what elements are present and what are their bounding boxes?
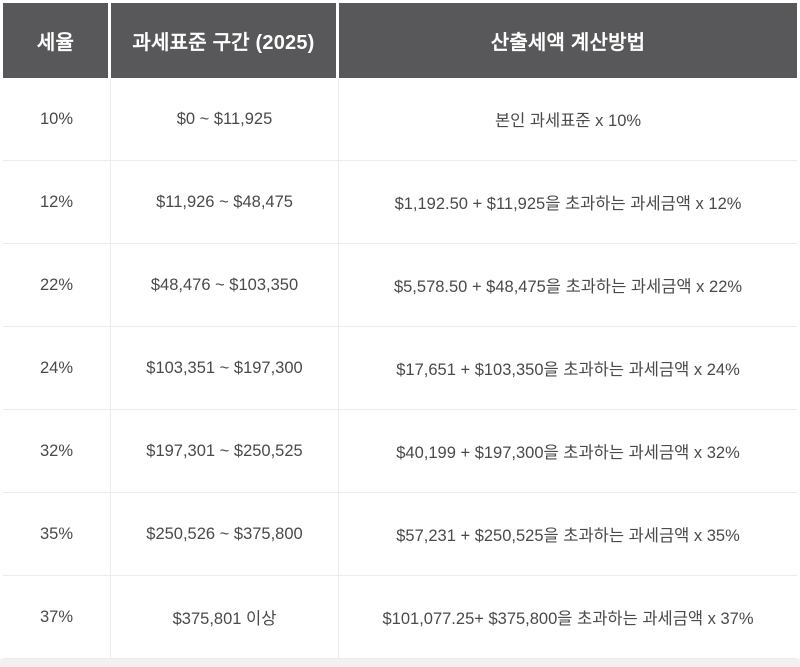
cell-rate: 37% xyxy=(3,576,111,659)
column-header-method: 산출세액 계산방법 xyxy=(339,3,797,78)
cell-rate: 22% xyxy=(3,244,111,327)
cell-rate: 10% xyxy=(3,78,111,161)
table-row: 22% $48,476 ~ $103,350 $5,578.50 + $48,475… xyxy=(3,244,797,327)
table-row: 24% $103,351 ~ $197,300 $17,651 + $103,350… xyxy=(3,327,797,410)
cell-bracket: $197,301 ~ $250,525 xyxy=(111,410,339,493)
table-row: 12% $11,926 ~ $48,475 $1,192.50 + $11,925을… xyxy=(3,161,797,244)
cell-method: $1,192.50 + $11,925을 초과하는 과세금액 x 12% xyxy=(339,161,797,244)
column-header-rate: 세율 xyxy=(3,3,111,78)
cell-bracket: $11,926 ~ $48,475 xyxy=(111,161,339,244)
cell-method: $40,199 + $197,300을 초과하는 과세금액 x 32% xyxy=(339,410,797,493)
table-row: 37% $375,801 이상 $101,077.25+ $375,800을 초과하… xyxy=(3,576,797,659)
cell-bracket: $48,476 ~ $103,350 xyxy=(111,244,339,327)
table-row: 32% $197,301 ~ $250,525 $40,199 + $197,300… xyxy=(3,410,797,493)
table-row: 35% $250,526 ~ $375,800 $57,231 + $250,525… xyxy=(3,493,797,576)
cell-method: $57,231 + $250,525을 초과하는 과세금액 x 35% xyxy=(339,493,797,576)
cell-method: $101,077.25+ $375,800을 초과하는 과세금액 x 37% xyxy=(339,576,797,659)
cell-method: $5,578.50 + $48,475을 초과하는 과세금액 x 22% xyxy=(339,244,797,327)
table-body: 10% $0 ~ $11,925 본인 과세표준 x 10% 12% $11,926 ~… xyxy=(3,78,797,659)
cell-method: $17,651 + $103,350을 초과하는 과세금액 x 24% xyxy=(339,327,797,410)
cell-rate: 32% xyxy=(3,410,111,493)
cell-rate: 24% xyxy=(3,327,111,410)
cell-bracket: $250,526 ~ $375,800 xyxy=(111,493,339,576)
cell-bracket: $103,351 ~ $197,300 xyxy=(111,327,339,410)
cell-bracket: $375,801 이상 xyxy=(111,576,339,659)
table-row: 10% $0 ~ $11,925 본인 과세표준 x 10% xyxy=(3,78,797,161)
table-header-row: 세율 과세표준 구간 (2025) 산출세액 계산방법 xyxy=(3,3,797,78)
cell-rate: 35% xyxy=(3,493,111,576)
bottom-strip xyxy=(0,659,800,667)
cell-bracket: $0 ~ $11,925 xyxy=(111,78,339,161)
cell-rate: 12% xyxy=(3,161,111,244)
cell-method: 본인 과세표준 x 10% xyxy=(339,78,797,161)
column-header-bracket: 과세표준 구간 (2025) xyxy=(111,3,339,78)
